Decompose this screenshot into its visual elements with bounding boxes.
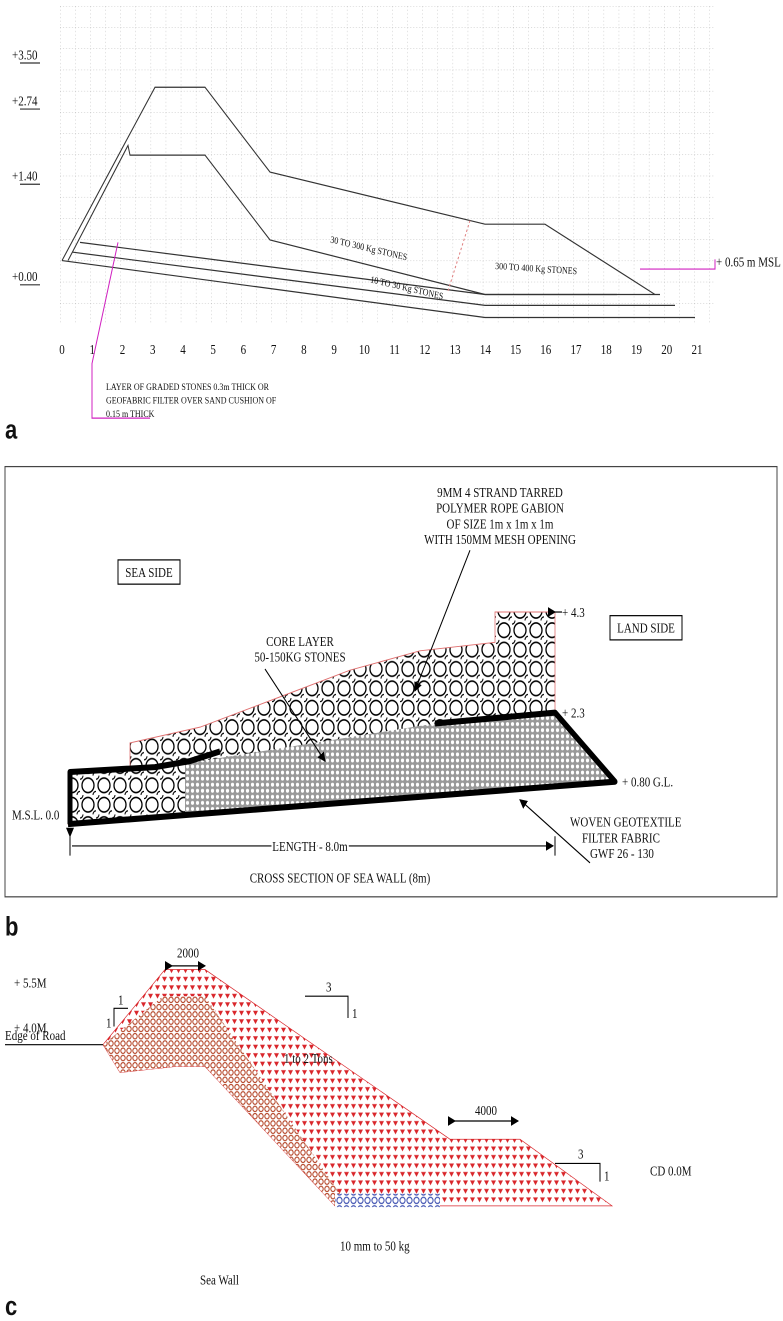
x-label: 8 bbox=[301, 342, 306, 357]
level-label: +1.40 bbox=[12, 169, 37, 184]
gabion-note: 9MM 4 STRAND TARRED bbox=[437, 485, 563, 500]
armour-label: 1 to 2 Tons bbox=[284, 1051, 333, 1066]
x-label: 21 bbox=[692, 342, 703, 357]
panel-label: c bbox=[5, 1292, 17, 1321]
x-label: 14 bbox=[480, 342, 491, 357]
geotextile-note: FILTER FABRIC bbox=[582, 830, 660, 845]
x-label: 7 bbox=[271, 342, 276, 357]
x-label: 18 bbox=[601, 342, 612, 357]
x-label: 1 bbox=[89, 342, 94, 357]
sea-side: SEA SIDE bbox=[125, 565, 172, 580]
figure: +3.50 +2.74 +1.40 +0.00 30 TO 300 Kg STO… bbox=[0, 0, 783, 1321]
x-label: 12 bbox=[419, 342, 430, 357]
level-label: +0.00 bbox=[12, 269, 37, 284]
gabion-note: POLYMER ROPE GABION bbox=[436, 501, 564, 516]
x-label: 6 bbox=[241, 342, 246, 357]
level: + 2.3 bbox=[562, 705, 585, 720]
panel-b: SEA SIDE LAND SIDE 9MM 4 STRAND TARRED P… bbox=[5, 467, 777, 943]
x-label: 10 bbox=[359, 342, 370, 357]
slope: 1 bbox=[118, 993, 123, 1008]
slope: 3 bbox=[326, 979, 331, 994]
note-line: 0.15 m THICK bbox=[106, 408, 155, 419]
grid bbox=[60, 6, 715, 324]
caption: CROSS SECTION OF SEA WALL (8m) bbox=[250, 870, 431, 885]
geotextile-note: WOVEN GEOTEXTILE bbox=[570, 815, 681, 830]
msl-label: + 0.65 m MSL bbox=[716, 255, 781, 270]
length: LENGTH - 8.0m bbox=[272, 839, 348, 854]
panel-c: 2000 + 5.5M + 4.0M 1 1 3 1 3 1 Edge of R… bbox=[5, 945, 692, 1321]
slope: 1 bbox=[106, 1016, 111, 1031]
slope: 1 bbox=[604, 1168, 609, 1183]
x-label: 17 bbox=[571, 342, 582, 357]
berm-width: 4000 bbox=[475, 1103, 497, 1118]
x-label: 5 bbox=[210, 342, 215, 357]
note-line: GEOFABRIC FILTER OVER SAND CUSHION OF bbox=[106, 395, 276, 406]
level: M.S.L. 0.0 bbox=[12, 807, 59, 822]
datum: CD 0.0M bbox=[650, 1164, 692, 1179]
x-label: 3 bbox=[150, 342, 155, 357]
slope: 3 bbox=[578, 1147, 583, 1162]
gabion-note: WITH 150MM MESH OPENING bbox=[424, 532, 576, 547]
note-line: LAYER OF GRADED STONES 0.3m THICK OR bbox=[106, 382, 269, 393]
x-label: 2 bbox=[120, 342, 125, 357]
toe-label: 10 mm to 50 kg bbox=[340, 1239, 410, 1254]
panel-label: b bbox=[5, 913, 18, 942]
slope: 1 bbox=[352, 1006, 357, 1021]
edge-of-road: Edge of Road bbox=[5, 1028, 65, 1043]
x-label: 15 bbox=[510, 342, 521, 357]
panel-a: +3.50 +2.74 +1.40 +0.00 30 TO 300 Kg STO… bbox=[5, 6, 781, 445]
level-label: +2.74 bbox=[12, 93, 37, 108]
level-label: +3.50 bbox=[12, 47, 37, 62]
x-label: 0 bbox=[59, 342, 64, 357]
x-label: 11 bbox=[389, 342, 400, 357]
level: + 0.80 G.L. bbox=[622, 775, 673, 790]
x-label: 13 bbox=[450, 342, 461, 357]
gabion-note: OF SIZE 1m x 1m x 1m bbox=[447, 516, 554, 531]
x-label: 19 bbox=[631, 342, 642, 357]
level: + 5.5M bbox=[14, 976, 47, 991]
sea-wall: Sea Wall bbox=[200, 1273, 239, 1288]
core-note: CORE LAYER bbox=[266, 634, 334, 649]
panel-label: a bbox=[5, 416, 18, 445]
x-label: 4 bbox=[180, 342, 185, 357]
core-note: 50-150KG STONES bbox=[254, 650, 345, 665]
x-label: 16 bbox=[540, 342, 551, 357]
x-label: 20 bbox=[661, 342, 672, 357]
level: + 4.3 bbox=[562, 605, 585, 620]
x-label: 9 bbox=[331, 342, 336, 357]
geotextile-note: GWF 26 - 130 bbox=[590, 846, 654, 861]
crest-width: 2000 bbox=[177, 945, 199, 960]
land-side: LAND SIDE bbox=[617, 621, 675, 636]
toe bbox=[335, 1194, 440, 1207]
